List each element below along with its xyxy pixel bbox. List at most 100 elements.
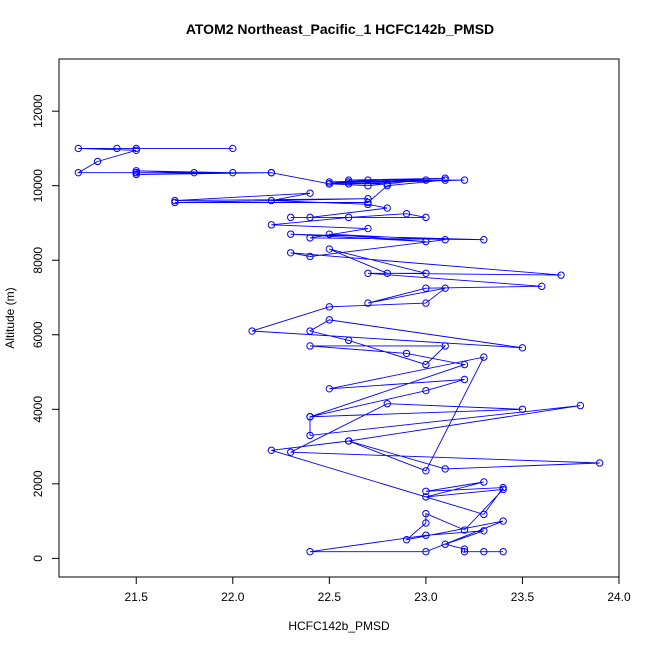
data-point xyxy=(460,526,469,534)
data-point xyxy=(132,146,140,155)
y-tick-label: 2000 xyxy=(31,470,45,497)
data-point xyxy=(306,413,314,421)
data-point xyxy=(499,547,507,556)
data-point xyxy=(306,252,314,261)
data-point xyxy=(422,493,430,501)
data-point xyxy=(422,284,430,292)
y-tick-label: 8000 xyxy=(31,247,45,274)
plot-frame xyxy=(58,58,620,578)
data-point xyxy=(441,284,449,292)
data-point xyxy=(480,527,488,535)
data-point xyxy=(422,519,430,527)
series-layer xyxy=(74,144,604,556)
data-point xyxy=(306,431,314,440)
data-point xyxy=(248,327,256,335)
data-point xyxy=(383,269,391,277)
data-point xyxy=(402,349,411,358)
data-point xyxy=(364,198,372,207)
data-point xyxy=(132,167,140,175)
data-point xyxy=(190,168,198,177)
data-point xyxy=(460,375,469,384)
data-point xyxy=(383,180,391,188)
data-point xyxy=(74,168,83,177)
data-point xyxy=(306,213,314,222)
data-point xyxy=(287,213,295,222)
data-point xyxy=(306,327,314,335)
data-point xyxy=(287,249,295,257)
data-point xyxy=(538,282,546,291)
x-tick-label: 24.0 xyxy=(607,590,631,604)
data-point xyxy=(344,437,353,445)
x-axis-title: HCFC142b_PMSD xyxy=(288,619,390,633)
data-point xyxy=(364,200,372,209)
data-point xyxy=(441,465,449,473)
data-point xyxy=(364,299,372,307)
data-point xyxy=(325,180,334,188)
data-point xyxy=(267,168,276,177)
data-point xyxy=(422,299,430,307)
data-point xyxy=(74,144,83,153)
x-axis: 21.5 22.0 22.5 23.0 23.5 24.0 xyxy=(125,576,631,604)
data-point xyxy=(499,485,507,494)
data-point xyxy=(344,176,353,184)
x-tick-label: 23.5 xyxy=(511,590,535,604)
data-point xyxy=(422,386,430,395)
data-point xyxy=(460,176,469,184)
data-point xyxy=(441,176,449,184)
y-axis: 0 2000 4000 6000 8000 10000 12000 xyxy=(31,94,60,562)
data-point xyxy=(460,547,469,556)
data-point xyxy=(576,401,585,410)
data-point xyxy=(229,168,237,177)
data-point xyxy=(113,144,121,153)
data-point xyxy=(422,176,430,184)
x-tick-label: 22.0 xyxy=(221,590,245,604)
data-point xyxy=(364,224,372,233)
y-tick-label: 4000 xyxy=(31,396,45,423)
x-tick-label: 22.5 xyxy=(318,590,342,604)
data-point xyxy=(441,174,449,182)
data-point xyxy=(480,353,488,361)
data-point xyxy=(325,303,334,311)
y-tick-label: 6000 xyxy=(31,321,45,348)
data-point xyxy=(229,144,237,153)
data-point xyxy=(422,269,430,277)
data-point xyxy=(499,517,507,525)
data-point xyxy=(480,510,488,519)
y-tick-label: 0 xyxy=(31,555,45,562)
data-point xyxy=(364,195,372,203)
data-point xyxy=(267,446,276,454)
data-point xyxy=(480,547,488,556)
data-point xyxy=(325,230,334,238)
data-point xyxy=(364,176,372,184)
data-point xyxy=(325,316,334,324)
data-point xyxy=(480,478,488,486)
data-point xyxy=(383,182,391,190)
data-point xyxy=(499,483,507,492)
data-point xyxy=(267,196,276,205)
data-point xyxy=(344,178,353,186)
data-point xyxy=(422,531,430,539)
data-point xyxy=(306,234,314,242)
x-tick-label: 21.5 xyxy=(125,590,149,604)
data-point xyxy=(306,189,314,197)
data-point xyxy=(518,344,527,352)
data-point xyxy=(518,405,527,414)
data-point xyxy=(422,360,430,369)
data-point xyxy=(171,198,179,207)
data-point xyxy=(422,509,430,518)
series-line xyxy=(76,147,600,553)
data-point xyxy=(422,547,430,556)
data-point xyxy=(287,230,295,238)
data-point xyxy=(422,237,430,246)
y-axis-title: Altitude (m) xyxy=(3,287,17,348)
data-point xyxy=(422,213,430,222)
data-point xyxy=(132,170,140,179)
data-point xyxy=(325,178,334,186)
data-point xyxy=(383,400,391,408)
y-tick-label: 10000 xyxy=(31,169,45,203)
data-point xyxy=(132,168,140,177)
data-point xyxy=(344,213,353,222)
data-point xyxy=(441,342,449,350)
data-point xyxy=(364,182,372,190)
